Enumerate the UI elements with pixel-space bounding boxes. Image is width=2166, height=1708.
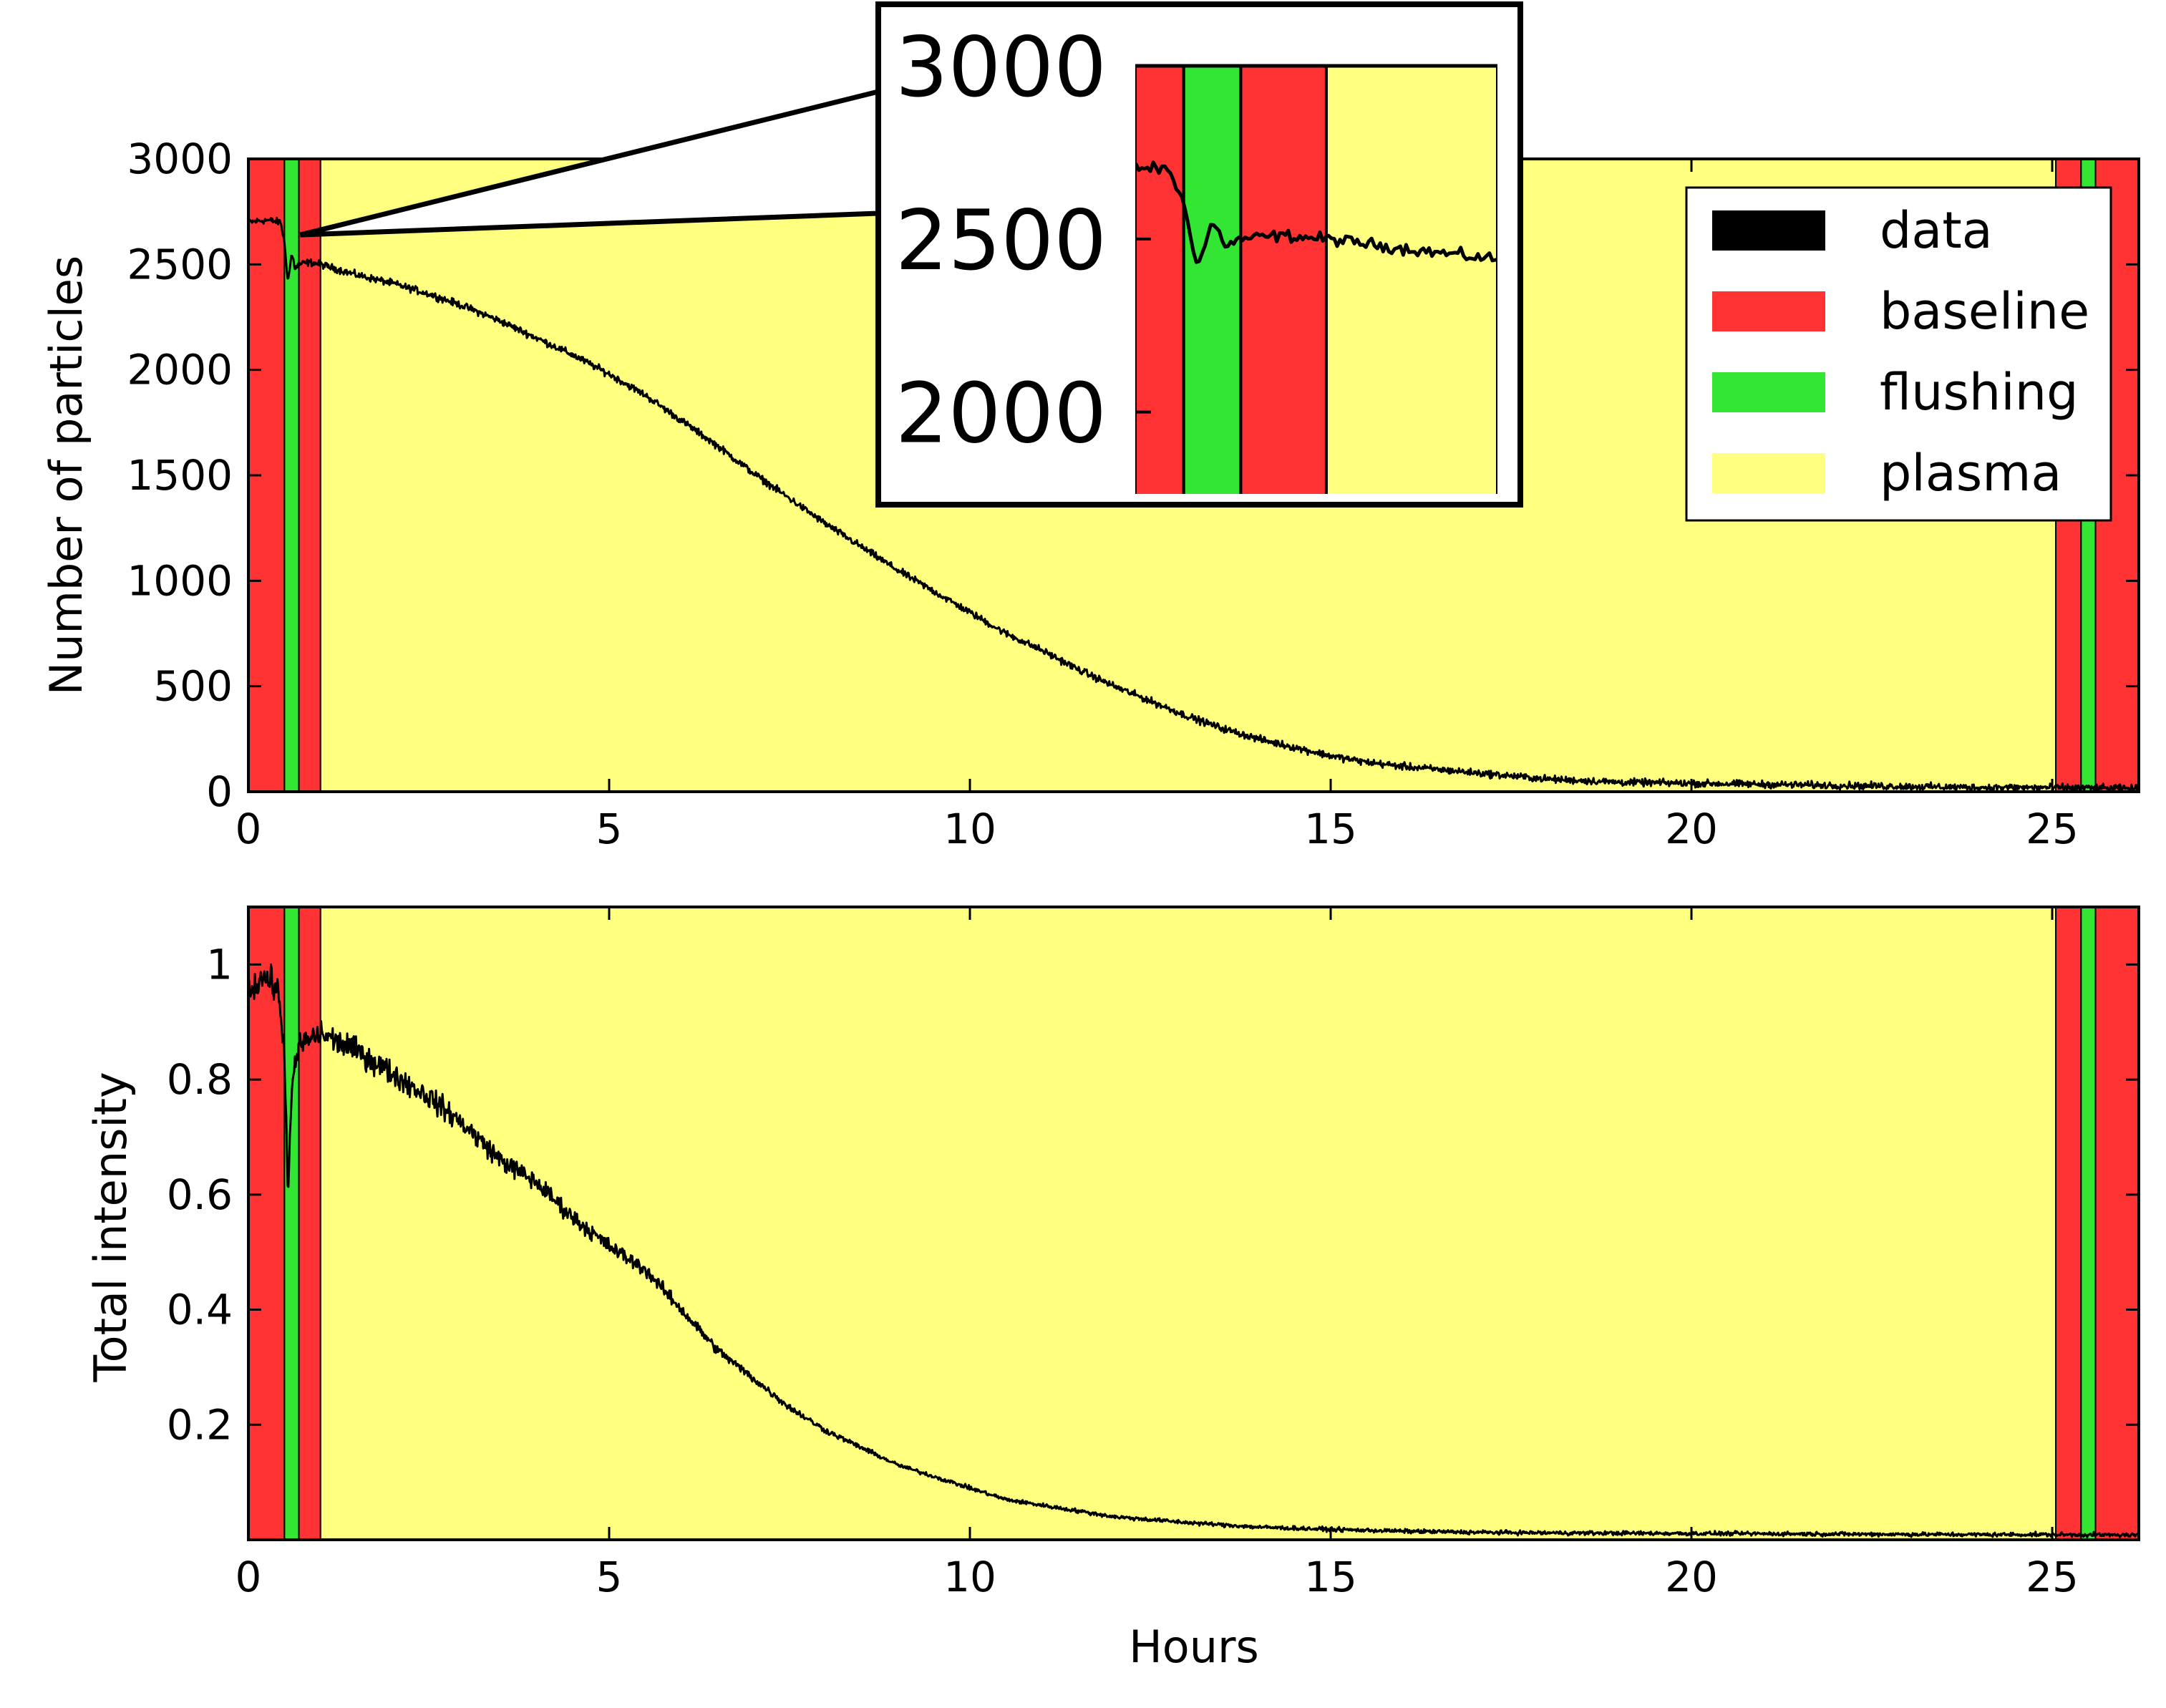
phase-band-baseline <box>298 907 321 1540</box>
inset-y-tick-label: 2000 <box>895 366 1107 462</box>
legend-label-plasma: plasma <box>1880 444 2061 503</box>
x-tick-label: 5 <box>596 1553 623 1601</box>
y-tick-label: 500 <box>153 662 233 711</box>
y-tick-label: 2500 <box>127 240 233 288</box>
legend: data baseline flushing plasma <box>1685 186 2112 522</box>
x-tick-label: 15 <box>1304 805 1357 853</box>
phase-band-baseline <box>2055 907 2082 1540</box>
legend-label-data: data <box>1880 201 1993 260</box>
phase-band-flushing <box>283 907 300 1540</box>
x-tick-label: 5 <box>596 805 623 853</box>
particles-x-ticks: 0 5 10 15 20 25 <box>235 159 2079 853</box>
y-tick-label: 0.6 <box>167 1170 233 1219</box>
inset-y-tick-label: 3000 <box>895 19 1107 116</box>
phase-band-flushing <box>283 159 300 792</box>
x-tick-label: 20 <box>1665 805 1718 853</box>
intensity-chart: 0 5 10 15 20 25 0.2 0.4 0.6 0.8 1 Total intensity… <box>84 906 2140 1673</box>
inset-phase-bands <box>1135 64 1497 494</box>
y-tick-label: 0.8 <box>167 1055 233 1104</box>
inset-phase-band-baseline <box>1135 64 1185 494</box>
y-tick-label: 3000 <box>127 135 233 183</box>
phase-band-baseline <box>298 159 321 792</box>
x-tick-label: 10 <box>943 805 996 853</box>
inset-phase-band-baseline <box>1239 64 1328 494</box>
x-tick-label: 0 <box>235 1553 262 1601</box>
x-tick-label: 10 <box>943 1553 996 1601</box>
inset-phase-band-flushing <box>1182 64 1243 494</box>
phase-bands <box>248 907 2139 1540</box>
particles-y-ticks: 0 500 1000 1500 2000 2500 3000 <box>127 135 2139 816</box>
phase-band-baseline <box>2094 907 2139 1540</box>
inset-phase-band-plasma <box>1324 64 1497 494</box>
x-axis-label: Hours <box>1129 1621 1259 1673</box>
phase-band-flushing <box>2080 907 2097 1540</box>
y-tick-label: 2000 <box>127 346 233 394</box>
y-tick-label: 1 <box>206 940 233 989</box>
inset-data-line <box>1135 160 1497 264</box>
x-tick-label: 25 <box>2026 805 2079 853</box>
y-tick-label: 1500 <box>127 451 233 500</box>
inset-y-tick-label: 2500 <box>895 193 1107 289</box>
intensity-y-ticks: 0.2 0.4 0.6 0.8 1 <box>167 940 2139 1449</box>
particles-y-axis-label: Number of particles <box>40 256 92 695</box>
legend-swatch-plasma <box>1712 453 1825 493</box>
y-tick-label: 1000 <box>127 556 233 605</box>
y-tick-label: 0 <box>206 767 233 816</box>
inset-y-ticks: 2000 2500 3000 <box>895 19 1151 462</box>
legend-swatch-flushing <box>1712 372 1825 412</box>
intensity-plot-frame <box>247 906 2140 1541</box>
intensity-x-ticks: 0 5 10 15 20 25 <box>235 907 2079 1601</box>
x-tick-label: 0 <box>235 805 262 853</box>
y-tick-label: 0.2 <box>167 1400 233 1449</box>
y-tick-label: 0.4 <box>167 1286 233 1334</box>
legend-label-baseline: baseline <box>1880 282 2089 341</box>
legend-swatch-baseline <box>1712 291 1825 331</box>
x-tick-label: 20 <box>1665 1553 1718 1601</box>
zoom-inset: 2000 2500 3000 <box>299 1 1523 508</box>
intensity-y-axis-label: Total intensity <box>84 1072 137 1382</box>
legend-swatch-data <box>1712 210 1825 251</box>
particles-data-line <box>248 216 2139 792</box>
legend-label-flushing: flushing <box>1880 363 2079 422</box>
intensity-data-line <box>248 963 2139 1538</box>
phase-band-plasma <box>319 907 2057 1540</box>
x-tick-label: 25 <box>2026 1553 2079 1601</box>
x-tick-label: 15 <box>1304 1553 1357 1601</box>
